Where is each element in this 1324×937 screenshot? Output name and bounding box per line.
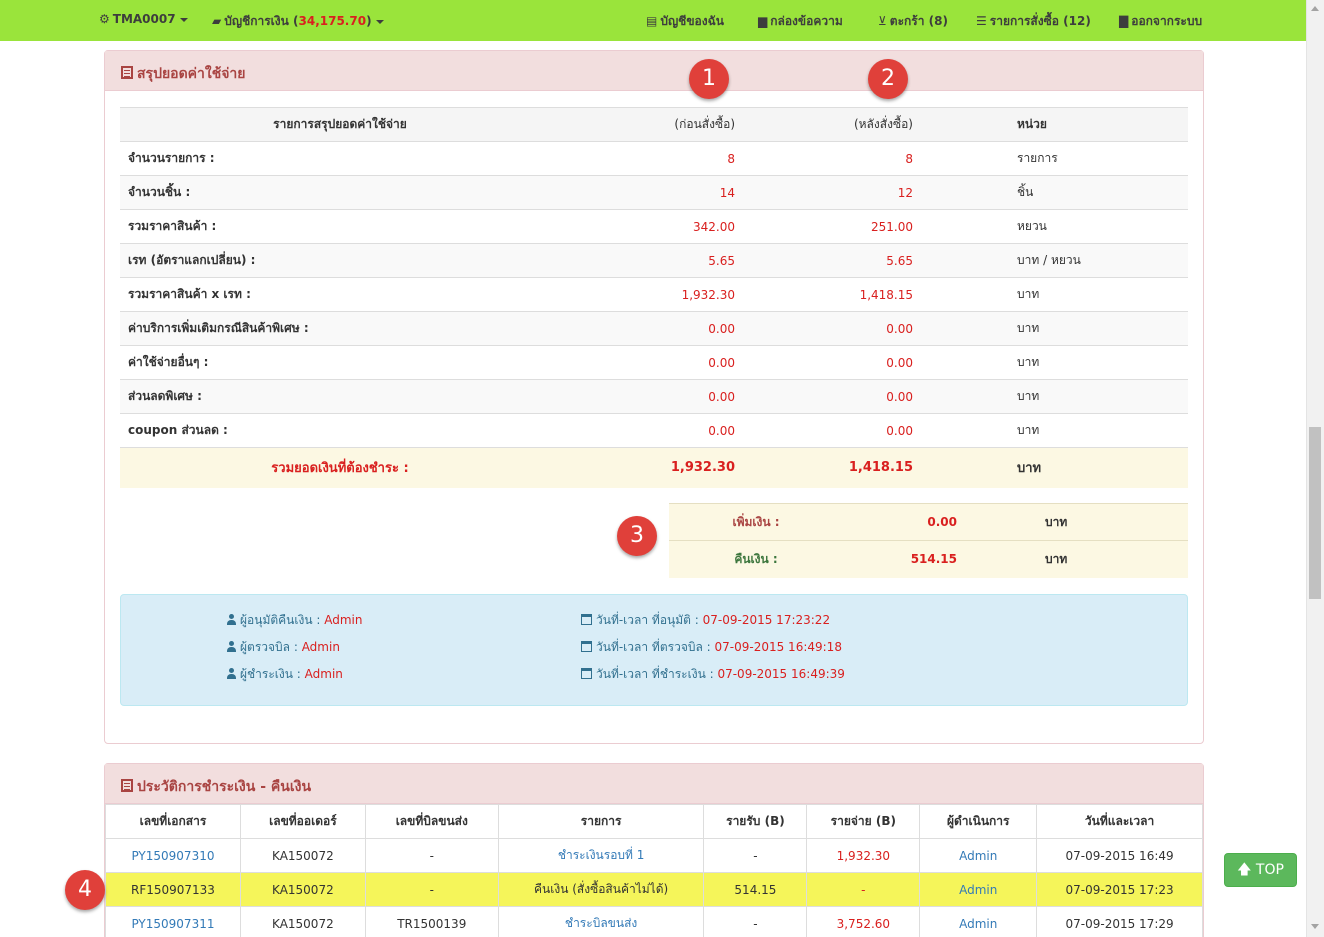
refund-label: คืนเงิน : bbox=[669, 540, 809, 578]
list-icon: ☰ bbox=[976, 14, 987, 28]
logout-link[interactable]: ▇ ออกจากระบบ bbox=[1119, 14, 1203, 28]
paid-at-line: วันที่-เวลา ที่ชำระเงิน : 07-09-2015 16:… bbox=[581, 665, 845, 684]
header-after: (หลังสั่งซื้อ) bbox=[743, 107, 921, 142]
summary-panel-heading: สรุปยอดค่าใช้จ่าย bbox=[105, 51, 1203, 91]
marker-2: 2 bbox=[868, 59, 908, 99]
approver-line: ผู้อนุมัติคืนเงิน : Admin bbox=[227, 611, 362, 630]
calendar-icon bbox=[581, 641, 592, 652]
scrollbar-thumb[interactable] bbox=[1309, 427, 1321, 599]
header-unit: หน่วย bbox=[921, 107, 1188, 142]
history-header-row: เลขที่เอกสาร เลขที่ออเดอร์ เลขที่บิลขนส่… bbox=[105, 804, 1203, 839]
cart-link[interactable]: ⊻ ตะกร้า (8) bbox=[878, 14, 948, 28]
item-link[interactable]: ชำระเงินรอบที่ 1 bbox=[497, 838, 705, 873]
comment-icon: ▆ bbox=[758, 14, 768, 28]
summary-total-row: รวมยอดเงินที่ต้องชำระ : 1,932.30 1,418.1… bbox=[120, 447, 1188, 488]
orders-link[interactable]: ☰ รายการสั่งซื้อ (12) bbox=[976, 14, 1091, 28]
marker-4: 4 bbox=[65, 870, 105, 910]
adjustment-table: เพิ่มเงิน : 0.00 บาท คืนเงิน : 514.15 บา… bbox=[669, 503, 1188, 578]
summary-row: จำนวนรายการ :8 8 รายการ bbox=[120, 141, 1188, 176]
summary-row: ค่าใช้จ่ายอื่นๆ :0.00 0.00 บาท bbox=[120, 345, 1188, 380]
summary-row: เรท (อัตราแลกเปลี่ยน) :5.65 5.65 บาท / หยว… bbox=[120, 243, 1188, 278]
summary-row: รวมราคาสินค้า x เรท :1,932.30 1,418.15 บาท bbox=[120, 277, 1188, 312]
checker-line: ผู้ตรวจบิล : Admin bbox=[227, 638, 340, 657]
item-link[interactable]: คืนเงิน (สั่งซื้อสินค้าไม่ได้) bbox=[497, 872, 705, 907]
marker-1: 1 bbox=[689, 59, 729, 99]
summary-row: ส่วนลดพิเศษ :0.00 0.00 บาท bbox=[120, 379, 1188, 414]
my-account-link[interactable]: ▤ บัญชีของฉัน bbox=[646, 14, 724, 28]
messages-link[interactable]: ▆ กล่องข้อความ bbox=[758, 14, 843, 28]
item-link[interactable]: ชำระบิลขนส่ง bbox=[497, 906, 705, 937]
lock-icon: ▇ bbox=[1119, 14, 1129, 28]
history-row: PY150907310 KA150072 - ชำระเงินรอบที่ 1 … bbox=[105, 838, 1203, 873]
history-row-highlighted: RF150907133 KA150072 - คืนเงิน (สั่งซื้อ… bbox=[105, 872, 1203, 907]
summary-row: รวมราคาสินค้า :342.00 251.00 หยวน bbox=[120, 209, 1188, 244]
account-balance: 34,175.70 bbox=[298, 14, 367, 28]
scroll-up-icon[interactable] bbox=[1311, 6, 1319, 11]
refund-row: คืนเงิน : 514.15 บาท bbox=[669, 540, 1188, 578]
refund-unit: บาท bbox=[957, 540, 1188, 578]
approved-at-line: วันที่-เวลา ที่อนุมัติ : 07-09-2015 17:2… bbox=[581, 611, 830, 630]
chevron-down-icon bbox=[179, 17, 188, 22]
calendar-icon bbox=[581, 668, 592, 679]
operator-link[interactable]: Admin bbox=[919, 872, 1038, 907]
user-menu[interactable]: ⚙ TMA0007 bbox=[99, 12, 188, 26]
add-money-value: 0.00 bbox=[809, 503, 957, 541]
user-icon bbox=[227, 641, 236, 652]
summary-row: จำนวนชิ้น :14 12 ชิ้น bbox=[120, 175, 1188, 210]
list-alt-icon bbox=[121, 779, 133, 792]
summary-header-row: รายการสรุปยอดค่าใช้จ่าย (ก่อนสั่งซื้อ) (… bbox=[120, 107, 1188, 142]
checked-at-line: วันที่-เวลา ที่ตรวจบิล : 07-09-2015 16:4… bbox=[581, 638, 842, 657]
arrow-up-icon: 🡅 bbox=[1237, 862, 1252, 878]
summary-row: ค่าบริการเพิ่มเติมกรณีสินค้าพิเศษ :0.00 0… bbox=[120, 311, 1188, 346]
header-item: รายการสรุปยอดค่าใช้จ่าย bbox=[120, 107, 560, 142]
calendar-icon bbox=[581, 614, 592, 625]
user-icon bbox=[227, 614, 236, 625]
account-menu[interactable]: ▰ บัญชีการเงิน (34,175.70) bbox=[212, 12, 384, 31]
approval-info-box: ผู้อนุมัติคืนเงิน : Admin ผู้ตรวจบิล : A… bbox=[120, 594, 1188, 706]
history-panel-heading: ประวัติการชำระเงิน - คืนเงิน bbox=[105, 764, 1203, 804]
total-before: 1,932.30 bbox=[560, 447, 743, 488]
total-label: รวมยอดเงินที่ต้องชำระ : bbox=[120, 447, 560, 488]
summary-table: รายการสรุปยอดค่าใช้จ่าย (ก่อนสั่งซื้อ) (… bbox=[120, 107, 1188, 488]
refund-value: 514.15 bbox=[809, 540, 957, 578]
marker-3: 3 bbox=[617, 516, 657, 556]
doc-link[interactable]: PY150907311 bbox=[105, 906, 241, 937]
payer-line: ผู้ชำระเงิน : Admin bbox=[227, 665, 343, 684]
chevron-down-icon bbox=[375, 19, 384, 24]
doc-link[interactable]: PY150907310 bbox=[105, 838, 241, 873]
scroll-down-icon[interactable] bbox=[1311, 924, 1319, 929]
add-money-label: เพิ่มเงิน : bbox=[669, 503, 809, 541]
total-after: 1,418.15 bbox=[743, 447, 921, 488]
user-icon bbox=[227, 668, 236, 679]
wallet-icon: ▰ bbox=[212, 14, 222, 28]
add-money-row: เพิ่มเงิน : 0.00 บาท bbox=[669, 503, 1188, 541]
doc-link[interactable]: RF150907133 bbox=[105, 872, 241, 907]
header-before: (ก่อนสั่งซื้อ) bbox=[560, 107, 743, 142]
history-row: PY150907311 KA150072 TR1500139 ชำระบิลขน… bbox=[105, 906, 1203, 937]
add-money-unit: บาท bbox=[957, 503, 1188, 541]
cart-icon: ⊻ bbox=[878, 14, 887, 28]
history-table: เลขที่เอกสาร เลขที่ออเดอร์ เลขที่บิลขนส่… bbox=[105, 804, 1203, 937]
gear-icon: ⚙ bbox=[99, 12, 110, 26]
list-icon: ▤ bbox=[646, 14, 658, 28]
summary-row: coupon ส่วนลด :0.00 0.00 บาท bbox=[120, 413, 1188, 448]
list-alt-icon bbox=[121, 66, 133, 79]
total-unit: บาท bbox=[921, 447, 1188, 488]
operator-link[interactable]: Admin bbox=[919, 838, 1038, 873]
top-navbar: ⚙ TMA0007 ▰ บัญชีการเงิน (34,175.70) ▤ บัญช… bbox=[0, 0, 1306, 41]
operator-link[interactable]: Admin bbox=[919, 906, 1038, 937]
back-to-top-button[interactable]: 🡅 TOP bbox=[1224, 853, 1297, 887]
